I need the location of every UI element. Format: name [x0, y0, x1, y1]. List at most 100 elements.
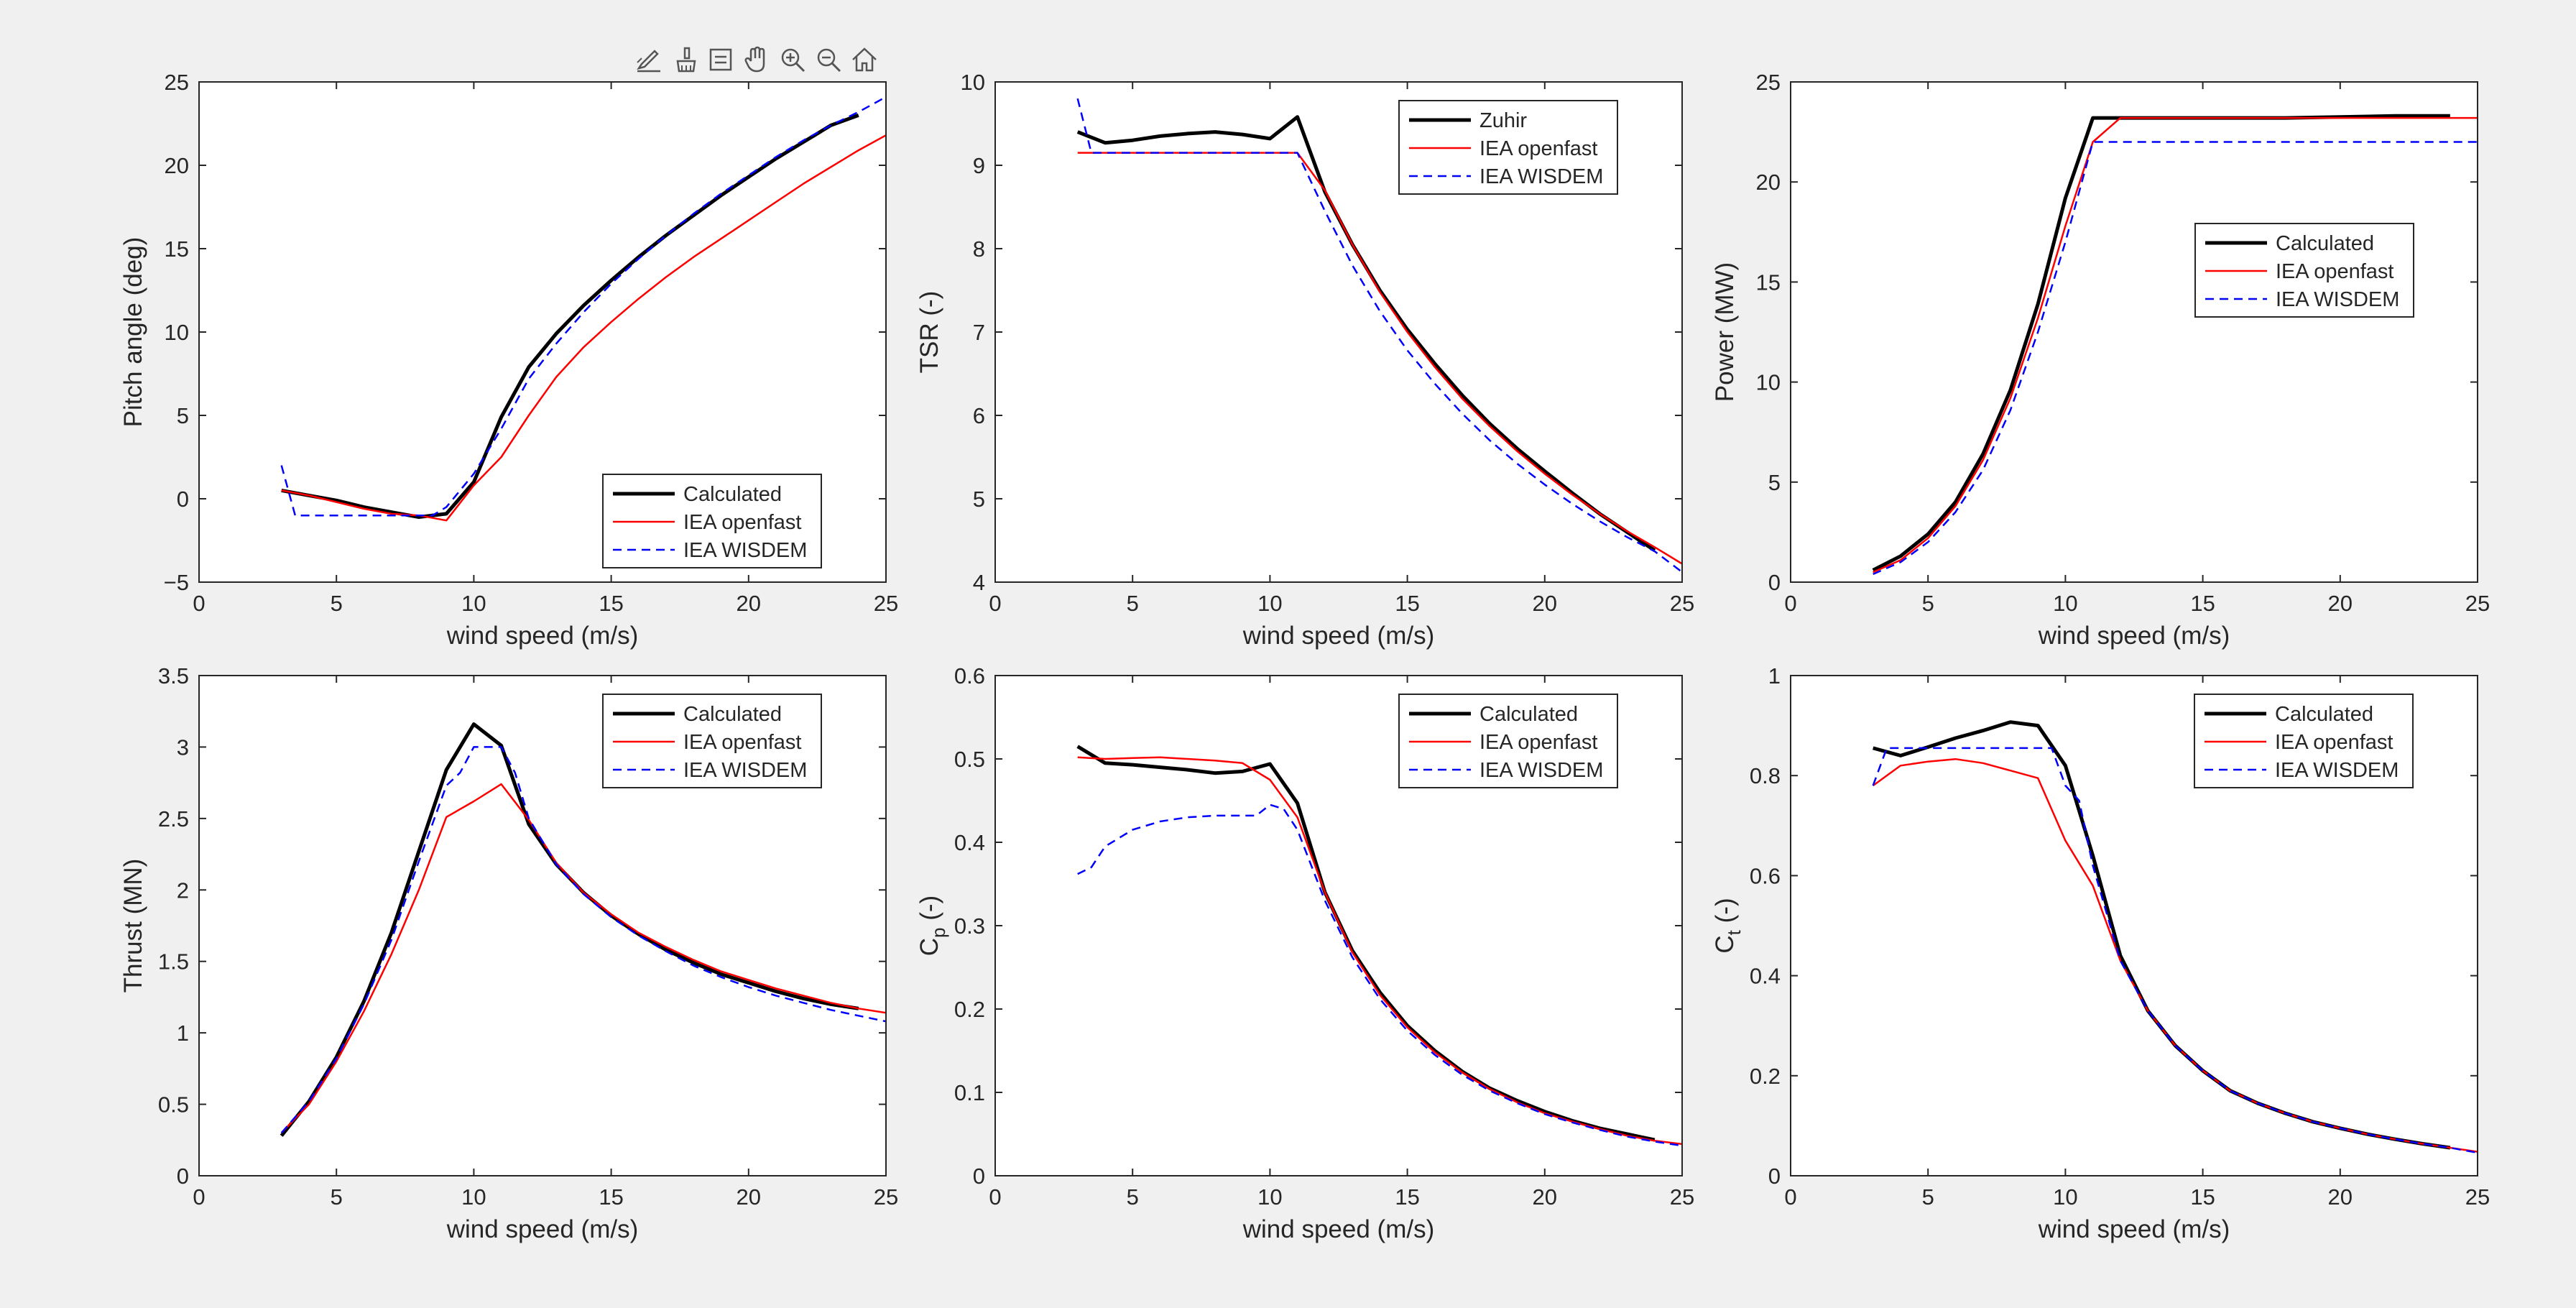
legend-entry: IEA openfast	[683, 511, 801, 534]
y-tick-label: 0.3	[954, 913, 985, 939]
y-tick-label: 15	[165, 236, 189, 262]
y-tick-label: 15	[1756, 270, 1781, 295]
series-line-iea-wisdem	[1076, 98, 1682, 574]
legend-entry: IEA openfast	[2276, 260, 2393, 283]
legend: Calculated IEA openfast IEA WISDEM	[2194, 223, 2414, 318]
x-tick-label: 10	[1257, 1184, 1282, 1210]
y-tick-label: 0	[1768, 570, 1781, 595]
x-tick-label: 0	[193, 1184, 205, 1210]
y-tick-label: 10	[1756, 370, 1781, 395]
series-group	[280, 96, 886, 522]
y-tick-label: 8	[973, 236, 985, 262]
x-tick-label: 20	[737, 591, 761, 616]
x-axis-label: wind speed (m/s)	[446, 1215, 638, 1243]
insert-legend-icon[interactable]	[704, 42, 737, 78]
legend-entry: IEA WISDEM	[1479, 165, 1603, 188]
y-tick-label: 10	[165, 320, 189, 345]
series-group	[1872, 114, 2478, 576]
y-tick-label: 0	[177, 1164, 189, 1189]
x-tick-label: 10	[461, 1184, 486, 1210]
y-tick-label: 0.2	[1750, 1064, 1781, 1089]
series-line-calculated	[1076, 745, 1656, 1142]
series-line-iea-openfast	[281, 134, 886, 522]
figure-toolbar	[632, 42, 881, 80]
legend-entry: Calculated	[2276, 232, 2374, 255]
y-tick-label: 1	[1768, 663, 1781, 688]
x-axis-label: wind speed (m/s)	[446, 622, 638, 650]
zoom-in-icon[interactable]	[776, 42, 809, 78]
x-tick-label: 15	[1395, 591, 1419, 616]
x-tick-label: 10	[461, 591, 486, 616]
x-tick-label: 5	[1922, 1184, 1934, 1210]
brush-icon[interactable]	[668, 42, 701, 78]
axes-box	[198, 675, 887, 1176]
axes-box	[1790, 675, 2478, 1176]
legend-entry: Calculated	[683, 703, 782, 726]
y-tick-label: 7	[973, 320, 985, 345]
legend: Zuhir IEA openfast IEA WISDEM	[1398, 100, 1618, 195]
series-line-iea-wisdem	[280, 96, 886, 517]
series-line-calculated	[281, 114, 859, 519]
restore-view-home-icon[interactable]	[848, 42, 881, 78]
x-tick-label: 10	[1257, 591, 1282, 616]
y-axis-label: Cp (-)	[915, 895, 949, 956]
y-tick-label: 3.5	[158, 663, 189, 688]
subplot-6: 0 5 10 15 20 25 0 0.2 0.4 0.6 0.8 1 wind speed (m/s)…	[1711, 663, 2490, 1243]
legend-entry: IEA WISDEM	[1479, 759, 1603, 782]
x-tick-label: 5	[331, 1184, 343, 1210]
series-group	[280, 722, 886, 1137]
series-line-iea-openfast	[1077, 756, 1682, 1146]
y-tick-label: 2	[177, 878, 189, 903]
x-tick-label: 20	[2328, 591, 2353, 616]
x-tick-label: 10	[2053, 591, 2077, 616]
y-tick-label: 3	[177, 734, 189, 760]
x-axis-label: wind speed (m/s)	[1242, 622, 1434, 650]
x-tick-label: 25	[1670, 1184, 1694, 1210]
y-tick-label: 0	[1768, 1164, 1781, 1189]
series-group	[1076, 98, 1682, 574]
legend-entry: IEA WISDEM	[683, 539, 807, 562]
subplot-5: 0 5 10 15 20 25 0 0.1 0.2 0.3 0.4 0.5 0.6 wind speed …	[915, 663, 1694, 1243]
x-tick-label: 15	[1395, 1184, 1419, 1210]
x-tick-label: 0	[193, 591, 205, 616]
x-tick-label: 15	[2190, 1184, 2215, 1210]
pan-hand-icon[interactable]	[740, 42, 773, 78]
y-tick-label: 4	[973, 570, 985, 595]
y-tick-label: 0.1	[954, 1080, 985, 1105]
y-tick-label: 5	[1768, 470, 1781, 495]
legend: Calculated IEA openfast IEA WISDEM	[1398, 694, 1618, 788]
x-tick-label: 5	[1922, 591, 1934, 616]
series-line-iea-openfast	[1873, 116, 2478, 574]
y-tick-label: 0.8	[1750, 763, 1781, 788]
x-tick-label: 0	[1784, 591, 1796, 616]
series-group	[1872, 720, 2478, 1154]
x-tick-label: 15	[2190, 591, 2215, 616]
y-axis-label: Ct (-)	[1711, 898, 1745, 953]
axes-box	[1790, 81, 2478, 583]
y-tick-label: 0.5	[158, 1092, 189, 1118]
x-tick-label: 20	[2328, 1184, 2353, 1210]
y-tick-label: 2.5	[158, 806, 189, 832]
legend: Calculated IEA openfast IEA WISDEM	[602, 694, 822, 788]
y-axis-label: Thrust (MN)	[119, 859, 147, 993]
x-tick-label: 25	[2465, 591, 2490, 616]
y-tick-label: −5	[164, 570, 189, 595]
series-group	[1076, 745, 1682, 1147]
y-tick-label: 0	[177, 487, 189, 512]
x-tick-label: 20	[737, 1184, 761, 1210]
y-tick-label: 1	[177, 1021, 189, 1046]
series-line-iea-wisdem	[1873, 141, 2478, 576]
legend-entry: IEA openfast	[2275, 731, 2393, 754]
y-tick-label: 20	[1756, 170, 1781, 195]
zoom-out-icon[interactable]	[812, 42, 845, 78]
x-tick-label: 0	[1784, 1184, 1796, 1210]
data-tips-icon[interactable]	[632, 42, 665, 78]
y-tick-label: 0.4	[954, 830, 985, 855]
legend: Calculated IEA openfast IEA WISDEM	[602, 474, 822, 568]
y-axis-label: TSR (-)	[915, 291, 943, 374]
y-tick-label: 0	[973, 1164, 985, 1189]
legend-entry: Calculated	[683, 483, 782, 506]
y-tick-label: 1.5	[158, 949, 189, 975]
legend-entry: IEA openfast	[683, 731, 801, 754]
